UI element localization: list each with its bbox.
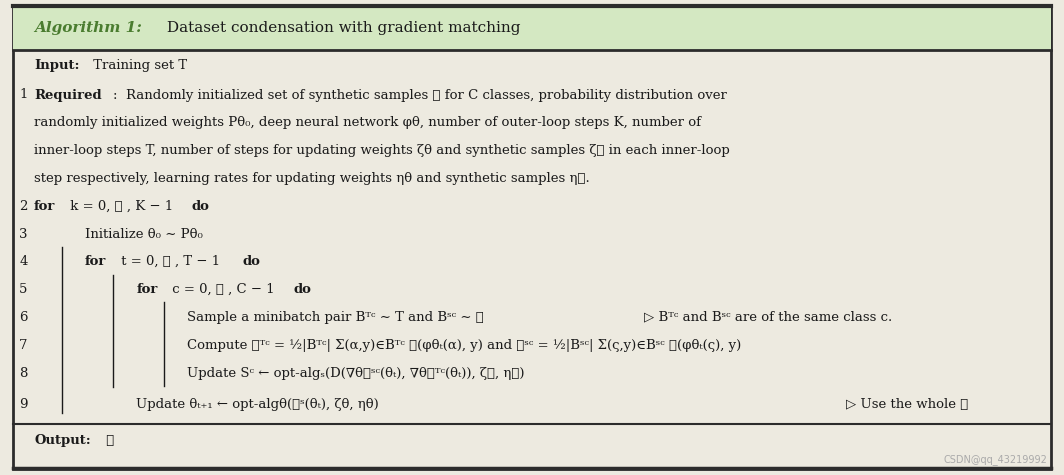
Text: ΢: ΢ <box>102 434 115 447</box>
Text: t = 0, ⋯ , T − 1: t = 0, ⋯ , T − 1 <box>117 255 225 268</box>
Text: ▷ Use the whole ΢: ▷ Use the whole ΢ <box>846 398 968 411</box>
Text: ▷ Bᵀᶜ and Bˢᶜ are of the same class c.: ▷ Bᵀᶜ and Bˢᶜ are of the same class c. <box>644 311 892 324</box>
Text: Required: Required <box>34 88 102 102</box>
Text: randomly initialized weights Pθ₀, deep neural network φθ, number of outer-loop s: randomly initialized weights Pθ₀, deep n… <box>34 116 701 129</box>
Text: for: for <box>85 255 106 268</box>
Text: 8: 8 <box>19 367 28 380</box>
Text: 6: 6 <box>19 311 28 324</box>
Text: Compute ℒᵀᶜ = ½|Bᵀᶜ| Σ(α,y)∈Bᵀᶜ ℓ(φθₜ(α), y) and ℒˢᶜ = ½|Bˢᶜ| Σ(ς,y)∈Bˢᶜ ℓ(φθₜ(ς: Compute ℒᵀᶜ = ½|Bᵀᶜ| Σ(α,y)∈Bᵀᶜ ℓ(φθₜ(α)… <box>187 339 742 352</box>
Text: do: do <box>192 200 210 213</box>
Text: 7: 7 <box>19 339 28 352</box>
Text: Dataset condensation with gradient matching: Dataset condensation with gradient match… <box>162 21 520 35</box>
Text: inner-loop steps T, number of steps for updating weights ζθ and synthetic sample: inner-loop steps T, number of steps for … <box>34 144 730 157</box>
Text: c = 0, ⋯ , C − 1: c = 0, ⋯ , C − 1 <box>168 283 279 296</box>
Text: Training set Τ: Training set Τ <box>89 59 187 72</box>
Text: k = 0, ⋯ , K − 1: k = 0, ⋯ , K − 1 <box>66 200 178 213</box>
Text: 1: 1 <box>19 88 28 102</box>
Text: Update θₜ₊₁ ← opt-algθ(ℒˢ(θₜ), ζθ, ηθ): Update θₜ₊₁ ← opt-algθ(ℒˢ(θₜ), ζθ, ηθ) <box>136 398 379 411</box>
Text: 2: 2 <box>19 200 28 213</box>
Text: do: do <box>294 283 312 296</box>
Text: step respectively, learning rates for updating weights ηθ and synthetic samples : step respectively, learning rates for up… <box>34 172 589 185</box>
Text: 3: 3 <box>19 228 28 241</box>
Text: Update Sᶜ ← opt-algₛ(D(∇θℒˢᶜ(θₜ), ∇θℒᵀᶜ(θₜ)), ζ΢, η΢): Update Sᶜ ← opt-algₛ(D(∇θℒˢᶜ(θₜ), ∇θℒᵀᶜ(… <box>187 367 525 380</box>
Text: Sample a minibatch pair Bᵀᶜ ∼ Τ and Bˢᶜ ∼ ΢: Sample a minibatch pair Bᵀᶜ ∼ Τ and Bˢᶜ … <box>187 311 484 324</box>
Bar <box>13 6 1051 50</box>
Text: 5: 5 <box>19 283 28 296</box>
Text: 9: 9 <box>19 398 28 411</box>
Text: for: for <box>34 200 55 213</box>
Text: Initialize θ₀ ∼ Pθ₀: Initialize θ₀ ∼ Pθ₀ <box>85 228 203 241</box>
Text: Output:: Output: <box>34 434 90 447</box>
Text: for: for <box>136 283 157 296</box>
Text: Algorithm 1:: Algorithm 1: <box>34 21 142 35</box>
Text: :  Randomly initialized set of synthetic samples ΢ for C classes, probability di: : Randomly initialized set of synthetic … <box>113 88 727 102</box>
Text: Input:: Input: <box>34 59 80 72</box>
Text: do: do <box>243 255 261 268</box>
Text: 4: 4 <box>19 255 28 268</box>
Text: CSDN@qq_43219992: CSDN@qq_43219992 <box>943 454 1047 465</box>
